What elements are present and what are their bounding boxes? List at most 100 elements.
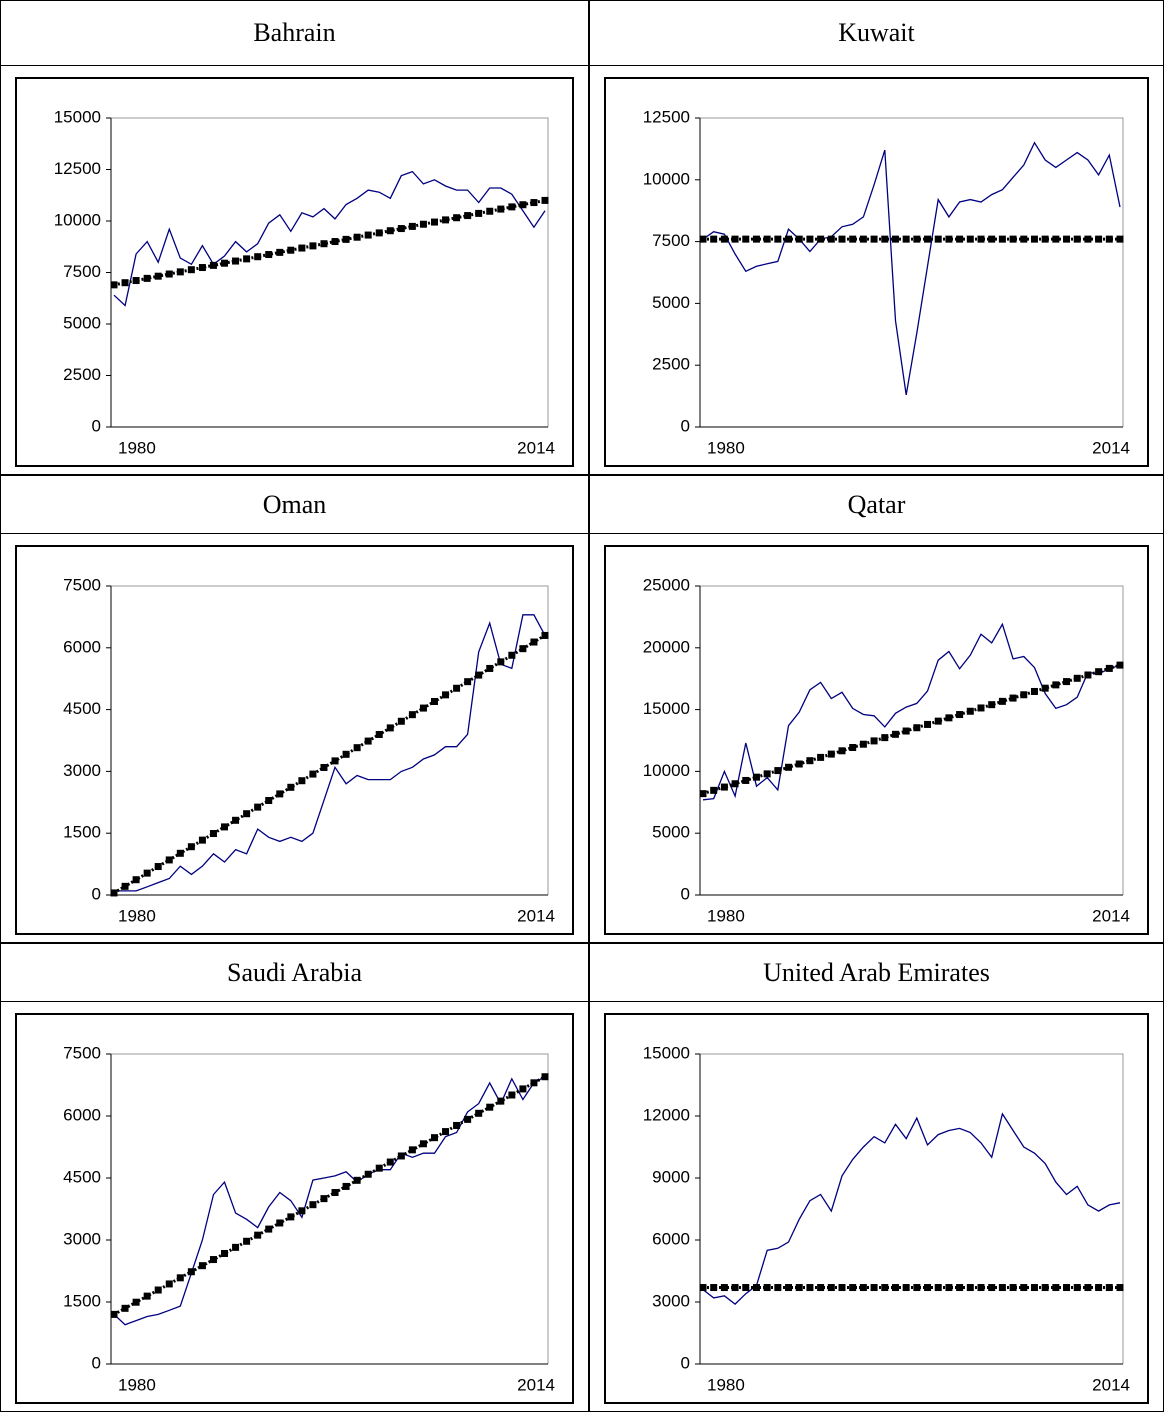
data-line xyxy=(702,622,1121,801)
chart: 0 1500 3000 4500 6000 7500 1980 2014 xyxy=(15,1013,574,1404)
trend-marker xyxy=(1052,1284,1060,1292)
trend-marker xyxy=(254,253,262,261)
trend-marker xyxy=(243,810,251,818)
trend-marker xyxy=(838,235,846,243)
trend-marker xyxy=(331,757,339,765)
trend-marker xyxy=(945,235,953,243)
trend-marker xyxy=(742,1284,750,1292)
trend-marker xyxy=(827,750,835,758)
chart: 0 2500 5000 7500 10000 12500 15000 1980 2014 xyxy=(15,77,574,467)
trend-marker xyxy=(331,238,339,246)
y-tick-label: 2500 xyxy=(652,355,690,374)
trend-marker xyxy=(254,1231,262,1239)
y-tick-label: 6000 xyxy=(63,1105,101,1124)
trend-marker xyxy=(508,651,516,659)
x-tick-label: 2014 xyxy=(517,438,555,457)
trend-marker xyxy=(785,1284,793,1292)
trend-marker xyxy=(1073,674,1081,682)
trend-marker xyxy=(742,235,750,243)
trend-marker xyxy=(710,1284,718,1292)
y-tick-label: 3000 xyxy=(63,761,101,780)
y-tick-label: 0 xyxy=(681,1353,690,1372)
trend-marker xyxy=(1063,235,1071,243)
trend-marker xyxy=(752,773,760,781)
trend-marker xyxy=(221,259,229,267)
trend-marker xyxy=(121,882,129,890)
trend-marker xyxy=(486,207,494,215)
y-tick-label: 7500 xyxy=(63,575,101,594)
trend-marker xyxy=(430,218,438,226)
trend-marker xyxy=(924,720,932,728)
y-tick-label: 10000 xyxy=(54,210,101,229)
chart-cell: 0 1500 3000 4500 6000 7500 1980 2014 xyxy=(0,1001,589,1412)
trend-marker xyxy=(966,707,974,715)
y-tick-label: 0 xyxy=(92,1353,101,1372)
data-line xyxy=(113,1076,546,1326)
trend-marker xyxy=(541,1073,549,1081)
trend-marker xyxy=(1105,235,1113,243)
trend-marker xyxy=(966,1284,974,1292)
trend-marker xyxy=(956,711,964,719)
trend-marker xyxy=(720,1284,728,1292)
trend-marker xyxy=(1052,681,1060,689)
trend-marker xyxy=(817,1284,825,1292)
trend-marker xyxy=(176,268,184,276)
trend-marker xyxy=(988,701,996,709)
trend-marker xyxy=(442,216,450,224)
trend-marker xyxy=(731,235,739,243)
y-tick-label: 9000 xyxy=(652,1167,690,1186)
data-line xyxy=(113,170,546,307)
trend-marker xyxy=(763,770,771,778)
trend-marker xyxy=(276,248,284,256)
plot-border xyxy=(700,1053,1124,1364)
trend-marker xyxy=(1084,671,1092,679)
trend-marker xyxy=(154,1286,162,1294)
trend-marker xyxy=(849,744,857,752)
trend-marker xyxy=(121,279,129,287)
trend-marker xyxy=(475,671,483,679)
trend-marker xyxy=(486,664,494,672)
trend-marker xyxy=(497,205,505,213)
trend-marker xyxy=(265,1225,273,1233)
trend-marker xyxy=(913,724,921,732)
trend-marker xyxy=(998,1284,1006,1292)
trend-marker xyxy=(320,240,328,248)
trend-marker xyxy=(870,737,878,745)
trend-marker xyxy=(806,235,814,243)
chart-frame xyxy=(604,77,1149,467)
trend-marker xyxy=(541,631,549,639)
trend-marker xyxy=(508,1091,516,1099)
trend-marker xyxy=(209,830,217,838)
trend-marker xyxy=(881,235,889,243)
trend-marker xyxy=(475,209,483,217)
y-tick-label: 6000 xyxy=(652,1229,690,1248)
trend-marker xyxy=(1116,1284,1124,1292)
trend-marker xyxy=(276,790,284,798)
trend-marker xyxy=(541,196,549,204)
trend-marker xyxy=(397,225,405,233)
x-tick-label: 2014 xyxy=(1092,438,1130,457)
trend-marker xyxy=(785,235,793,243)
trend-marker xyxy=(1030,235,1038,243)
y-tick-label: 7500 xyxy=(63,262,101,281)
trend-marker xyxy=(1020,235,1028,243)
trend-marker xyxy=(309,770,317,778)
trend-marker xyxy=(1116,661,1124,669)
trend-marker xyxy=(419,220,427,228)
trend-marker xyxy=(386,227,394,235)
trend-marker xyxy=(913,235,921,243)
chart-frame xyxy=(604,545,1149,935)
y-tick-label: 0 xyxy=(681,884,690,903)
y-tick-label: 12500 xyxy=(54,159,101,178)
trend-marker xyxy=(752,235,760,243)
trend-marker xyxy=(530,199,538,207)
trend-marker xyxy=(187,266,195,274)
trend-marker xyxy=(774,767,782,775)
trend-marker xyxy=(902,235,910,243)
trend-marker xyxy=(232,1243,240,1251)
trend-marker xyxy=(977,235,985,243)
trend-marker xyxy=(287,246,295,254)
trend-marker xyxy=(221,1249,229,1257)
trend-marker xyxy=(998,697,1006,705)
trend-marker xyxy=(1073,235,1081,243)
